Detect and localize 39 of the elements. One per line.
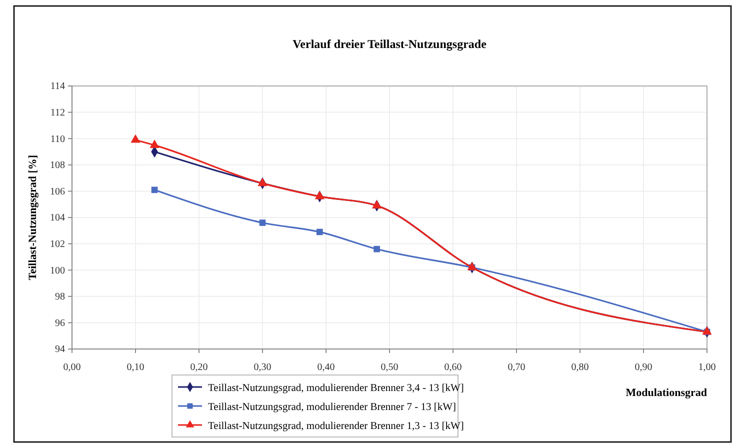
point	[374, 246, 380, 252]
x-tick-label: 0,10	[126, 362, 144, 374]
y-tick-label: 104	[50, 212, 65, 224]
x-tick-label: 0,20	[190, 362, 208, 374]
y-tick-label: 112	[50, 108, 65, 118]
y-axis-title: Teillast-Nutzungsgrad [%]	[27, 154, 39, 280]
y-tick-label: 98	[55, 292, 65, 303]
y-tick-label: 100	[50, 265, 65, 276]
y-tick-label: 106	[50, 186, 65, 198]
y-tick-label: 114	[50, 81, 65, 92]
x-tick-label: 0,30	[254, 362, 272, 374]
y-tick-label: 108	[50, 160, 65, 172]
y-tick-label: 102	[50, 239, 65, 250]
point	[130, 134, 140, 143]
x-tick-label: 1,00	[698, 362, 716, 374]
legend-label: Teillast-Nutzungsgrad, modulierender Brenner 1,3 - 13 [kW]	[208, 421, 464, 432]
legend-label: Teillast-Nutzungsgrad, modulierender Brenner 7 - 13 [kW]	[208, 402, 456, 413]
x-tick-label: 0,50	[380, 362, 398, 374]
point	[151, 186, 158, 194]
point	[372, 200, 382, 208]
x-tick-label: 0,40	[317, 362, 335, 374]
legend-label: Teillast-Nutzungsgrad, modulierender Brenner 3,4 - 13 [kW]	[208, 383, 464, 394]
chart-title: Verlauf dreier Teillast-Nutzungsgrade	[292, 37, 488, 51]
point	[316, 228, 323, 236]
point	[150, 140, 160, 148]
x-tick-label: 0,70	[508, 362, 526, 374]
point	[258, 178, 268, 186]
x-tick-label: 0,90	[634, 362, 652, 374]
point	[314, 190, 324, 200]
point	[467, 262, 477, 270]
y-tick-label: 96	[55, 318, 65, 329]
y-tick-label: 94	[55, 344, 65, 356]
y-tick-label: 110	[50, 134, 65, 145]
x-axis-title: Modulationsgrad	[626, 387, 707, 399]
point	[259, 220, 266, 226]
x-tick-label: 0,60	[444, 362, 462, 374]
x-tick-label: 0,80	[571, 362, 589, 374]
point	[702, 326, 712, 335]
x-tick-label: 0,00	[63, 362, 81, 374]
